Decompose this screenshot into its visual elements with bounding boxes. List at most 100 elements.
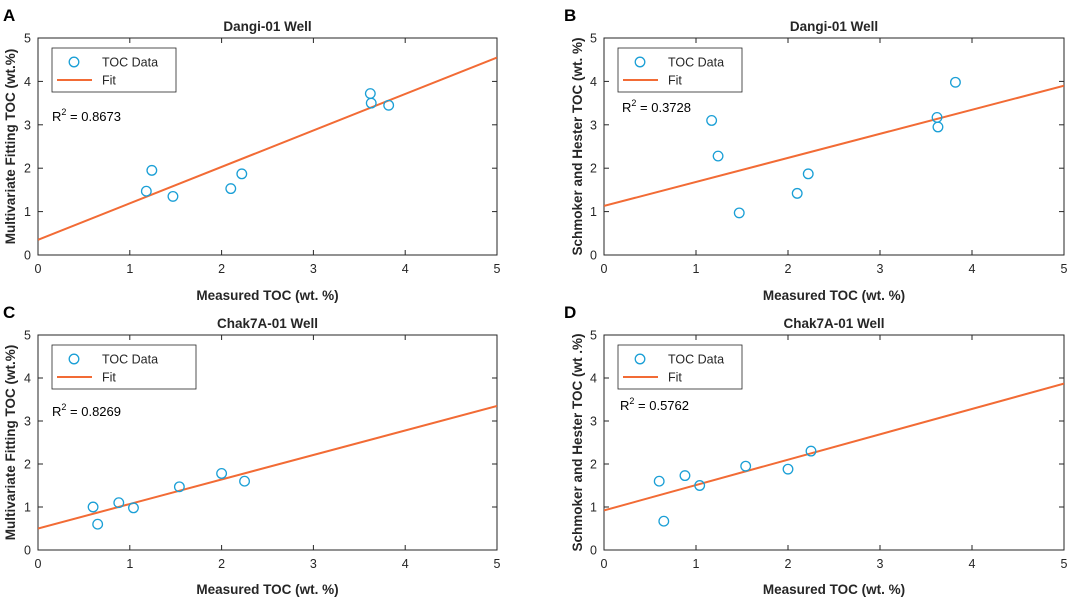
r2-annotation: R2 = 0.3728: [622, 98, 691, 115]
r2-prefix: R: [52, 404, 61, 419]
r2-annotation: R2 = 0.8673: [52, 107, 121, 124]
x-axis: 0 1 2 3 4 5: [35, 38, 501, 276]
y-tick-label: 5: [24, 329, 31, 343]
legend-box: [51, 344, 197, 390]
panel-letter: C: [3, 303, 15, 322]
y-tick-label: 3: [24, 415, 31, 429]
panel-d: D Chak7A-01 Well 0 1 2 3 4 5 0 1 2 3 4 5 Measured TOC …: [564, 303, 1068, 597]
r2-prefix: R: [52, 109, 61, 124]
x-tick-label: 1: [693, 262, 700, 276]
data-point: [87, 501, 99, 513]
fit-line: [38, 56, 497, 241]
x-tick-label: 3: [310, 557, 317, 571]
legend-label-fit: Fit: [102, 74, 116, 88]
x-tick-label: 3: [310, 262, 317, 276]
r2-superscript: 2: [629, 396, 634, 406]
legend: TOC Data Fit: [617, 344, 743, 390]
y-tick-label: 4: [24, 372, 31, 386]
x-tick-label: 0: [35, 557, 42, 571]
fit-line: [38, 404, 497, 530]
y-tick-label: 5: [590, 329, 597, 343]
y-tick-label: 3: [590, 415, 597, 429]
y-axis: 0 1 2 3 4 5: [590, 32, 1064, 263]
y-tick-label: 0: [24, 544, 31, 558]
panel-b: B Dangi-01 Well 0 1 2 3 4 5 0 1 2 3 4 5 Measured TOC (…: [564, 6, 1068, 303]
y-tick-label: 1: [590, 501, 597, 515]
x-tick-label: 2: [785, 557, 792, 571]
x-tick-label: 1: [126, 557, 133, 571]
x-tick-label: 4: [969, 557, 976, 571]
x-tick-label: 4: [402, 557, 409, 571]
y-tick-label: 0: [590, 544, 597, 558]
legend-label-fit: Fit: [102, 371, 116, 385]
data-point: [383, 99, 395, 111]
y-axis-label: Multivariate Fitting TOC (wt.%): [3, 345, 18, 541]
legend: TOC Data Fit: [51, 47, 177, 93]
y-axis: 0 1 2 3 4 5: [590, 329, 1064, 558]
x-axis-label: Measured TOC (wt. %): [196, 288, 338, 303]
r2-annotation: R2 = 0.8269: [52, 402, 121, 419]
y-axis-label: Schmoker and Hester TOC (wt .%): [570, 333, 585, 551]
x-axis: 0 1 2 3 4 5: [601, 335, 1068, 571]
legend-box: [51, 47, 177, 93]
data-point: [146, 164, 158, 176]
x-tick-label: 0: [35, 262, 42, 276]
chart-title: Chak7A-01 Well: [783, 316, 884, 331]
x-tick-label: 4: [969, 262, 976, 276]
legend-label-fit: Fit: [668, 74, 682, 88]
legend-box: [617, 344, 743, 390]
fit-line: [604, 382, 1064, 512]
chart-title: Dangi-01 Well: [223, 19, 311, 34]
panel-c: C Chak7A-01 Well 0 1 2 3 4 5 0 1 2 3 4 5 Measured TOC …: [3, 303, 501, 597]
r2-superscript: 2: [61, 107, 66, 117]
data-point: [225, 183, 237, 195]
legend-marker-icon: [634, 353, 646, 365]
data-point: [216, 468, 228, 479]
y-tick-label: 3: [24, 118, 31, 132]
x-tick-label: 2: [785, 262, 792, 276]
y-tick-label: 5: [590, 32, 597, 46]
x-tick-label: 3: [877, 262, 884, 276]
x-axis: 0 1 2 3 4 5: [601, 38, 1068, 276]
data-point: [694, 480, 706, 491]
y-axis-label: Schmoker and Hester TOC (wt. %): [570, 37, 585, 255]
data-point: [932, 121, 944, 133]
x-tick-label: 3: [877, 557, 884, 571]
x-axis-label: Measured TOC (wt. %): [763, 288, 905, 303]
legend-marker-icon: [68, 56, 80, 68]
y-tick-label: 5: [24, 32, 31, 46]
x-tick-label: 5: [1061, 557, 1068, 571]
x-axis: 0 1 2 3 4 5: [35, 335, 501, 571]
x-tick-label: 2: [218, 557, 225, 571]
data-point: [113, 497, 125, 509]
data-point: [365, 97, 377, 109]
data-point: [239, 475, 251, 487]
y-axis: 0 1 2 3 4 5: [24, 32, 497, 263]
data-point: [782, 463, 794, 475]
legend-label-data: TOC Data: [102, 56, 158, 70]
y-tick-label: 2: [590, 458, 597, 472]
x-tick-label: 1: [126, 262, 133, 276]
r2-superscript: 2: [61, 402, 66, 412]
y-tick-label: 1: [24, 205, 31, 219]
data-point: [805, 445, 817, 457]
x-axis-label: Measured TOC (wt. %): [196, 582, 338, 597]
y-axis: 0 1 2 3 4 5: [24, 329, 497, 558]
x-tick-label: 5: [1061, 262, 1068, 276]
x-tick-label: 2: [218, 262, 225, 276]
y-tick-label: 0: [590, 249, 597, 263]
data-point: [802, 168, 814, 180]
chart-title: Dangi-01 Well: [790, 19, 878, 34]
data-point: [658, 515, 670, 527]
panel-letter: D: [564, 303, 576, 322]
legend-box: [617, 47, 743, 93]
legend-marker-icon: [68, 353, 80, 365]
plot-data: [38, 56, 497, 241]
data-point: [140, 185, 152, 197]
data-point: [167, 190, 179, 202]
r2-annotation: R2 = 0.5762: [620, 396, 689, 413]
plot-data: [604, 76, 1064, 219]
r2-value: = 0.8269: [66, 404, 121, 419]
legend: TOC Data Fit: [51, 344, 197, 390]
r2-superscript: 2: [631, 98, 636, 108]
